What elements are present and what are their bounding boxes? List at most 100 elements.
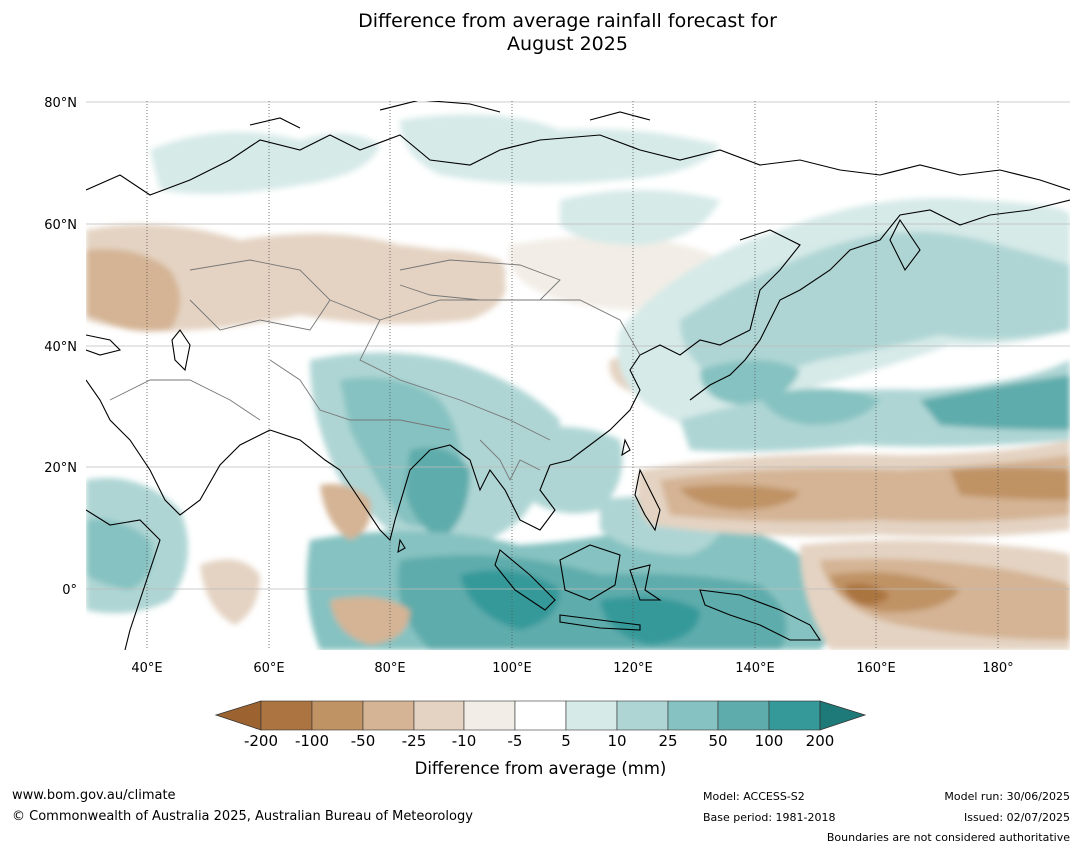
wet-region-kuroshio (760, 388, 880, 425)
colorbar-segment-10 (717, 700, 770, 731)
title-line-2: August 2025 (507, 33, 628, 55)
lon-label-80e: 80°E (374, 661, 405, 676)
issued-date: Issued: 02/07/2025 (963, 811, 1070, 824)
border-middle-east (109, 379, 261, 421)
anomaly-field (86, 114, 1070, 650)
latitude-labels: 80°N 60°N 40°N 20°N 0° (44, 96, 77, 598)
coastlines (86, 101, 1070, 650)
lat-label-20n: 20°N (44, 461, 77, 476)
colorbar-tick-label: -5 (507, 732, 523, 750)
border-mongolia (399, 259, 561, 301)
title-line-1: Difference from average rainfall forecas… (358, 10, 777, 32)
coast-caspian (171, 329, 191, 372)
colorbar-segment-2 (311, 700, 364, 731)
latitude-gridlines (86, 101, 1070, 590)
lon-label-140e: 140°E (735, 661, 775, 676)
wet-region-siberia (560, 190, 720, 245)
colorbar-segment-7 (565, 700, 618, 731)
model-run-date: Model run: 30/06/2025 (944, 790, 1070, 803)
coast-black-sea (86, 334, 122, 356)
colorbar-segment-1 (260, 700, 313, 731)
border-south-asia (269, 359, 451, 431)
dry-region-central-asia (86, 224, 506, 331)
lon-label-60e: 60°E (253, 661, 284, 676)
wet-region-bay-of-bengal (405, 447, 470, 540)
coast-africa (86, 509, 161, 650)
coast-kamchatka (889, 218, 921, 272)
wet-region-arabian-sea (86, 519, 153, 590)
lat-label-40n: 40°N (44, 340, 77, 355)
colorbar (214, 700, 867, 731)
wet-region-north-pacific-mid (680, 232, 1070, 380)
wet-region-maritime-peak (460, 570, 560, 630)
border-southeast-asia (479, 439, 541, 482)
rainfall-map: 80°N 60°N 40°N 20°N 0° 40°E 60°E 80°E 10… (44, 96, 1070, 676)
map-title: Difference from average rainfall forecas… (0, 10, 1081, 56)
lat-label-equator: 0° (62, 583, 77, 598)
coast-philippines (634, 468, 661, 532)
coast-borneo (559, 544, 621, 601)
lat-label-60n: 60°N (44, 218, 77, 233)
wet-region-south-china-sea (520, 426, 623, 514)
lon-label-40e: 40°E (131, 661, 162, 676)
lon-label-120e: 120°E (613, 661, 653, 676)
colorbar-segment-8 (616, 700, 669, 731)
wet-region-arctic-mid (400, 114, 720, 184)
coast-arabia (86, 379, 271, 516)
longitude-labels: 40°E 60°E 80°E 100°E 120°E 140°E 160°E 1… (131, 661, 1013, 676)
colorbar-wet-extend-arrow (819, 700, 867, 731)
base-period: Base period: 1981-2018 (703, 811, 836, 824)
country-borders (109, 259, 641, 482)
coast-sumatra (494, 549, 556, 611)
colorbar-tick-label: 10 (607, 732, 627, 750)
copyright-notice: © Commonwealth of Australia 2025, Austra… (12, 809, 473, 824)
colorbar-segment-9 (667, 700, 719, 731)
website-link[interactable]: www.bom.gov.au/climate (12, 788, 176, 803)
colorbar-tick-label: 25 (658, 732, 678, 750)
map-area (86, 101, 1070, 650)
colorbar-tick-label: 50 (708, 732, 728, 750)
coast-india (269, 429, 431, 542)
colorbar-title: Difference from average (mm) (414, 759, 667, 778)
dry-region-pacific-band-core-2 (950, 467, 1070, 500)
dry-region-southwest-indian-ocean (200, 559, 260, 625)
coast-indochina (429, 444, 556, 531)
colorbar-segment-6 (514, 700, 567, 731)
colorbar-tick-label: -25 (401, 732, 427, 750)
coast-okhotsk (739, 229, 801, 331)
coast-taiwan (621, 438, 631, 457)
colorbar-segment-11 (768, 700, 821, 731)
coast-japan (689, 319, 771, 401)
dry-region-mongolia (380, 250, 506, 297)
coast-arctic-islands (249, 101, 651, 129)
colorbar-segment-5 (463, 700, 516, 731)
border-kazakhstan (189, 259, 331, 331)
model-name: Model: ACCESS-S2 (703, 790, 805, 803)
coast-pacific-russia (769, 199, 1070, 321)
colorbar-dry-extend-arrow (214, 700, 262, 731)
lon-label-160e: 160°E (856, 661, 896, 676)
lon-label-100e: 100°E (492, 661, 532, 676)
colorbar-segment-4 (413, 700, 465, 731)
border-china (329, 299, 641, 441)
coast-new-guinea (699, 589, 822, 641)
boundaries-disclaimer: Boundaries are not considered authoritat… (826, 831, 1070, 844)
coast-sulawesi (629, 564, 662, 601)
colorbar-tick-label: 5 (561, 732, 571, 750)
colorbar-segment-3 (362, 700, 415, 731)
wet-region-pacific-band-core (920, 375, 1070, 430)
colorbar-tick-label: -10 (451, 732, 477, 750)
dry-region-pacific-band-core (680, 484, 800, 510)
lat-label-80n: 80°N (44, 96, 77, 111)
wet-region-pacific-band (680, 360, 1070, 452)
coast-arctic (86, 134, 1070, 196)
colorbar-tick-label: 200 (805, 732, 835, 750)
wet-region-maritime-peak-2 (600, 596, 700, 645)
colorbar-tick-label: -200 (243, 732, 279, 750)
lon-label-180: 180° (982, 661, 1013, 676)
coast-sri-lanka (397, 538, 406, 554)
coast-korea-china (549, 329, 751, 466)
wet-region-arctic-west (150, 132, 380, 194)
dry-region-caspian (86, 249, 180, 332)
colorbar-tick-label: -100 (294, 732, 330, 750)
